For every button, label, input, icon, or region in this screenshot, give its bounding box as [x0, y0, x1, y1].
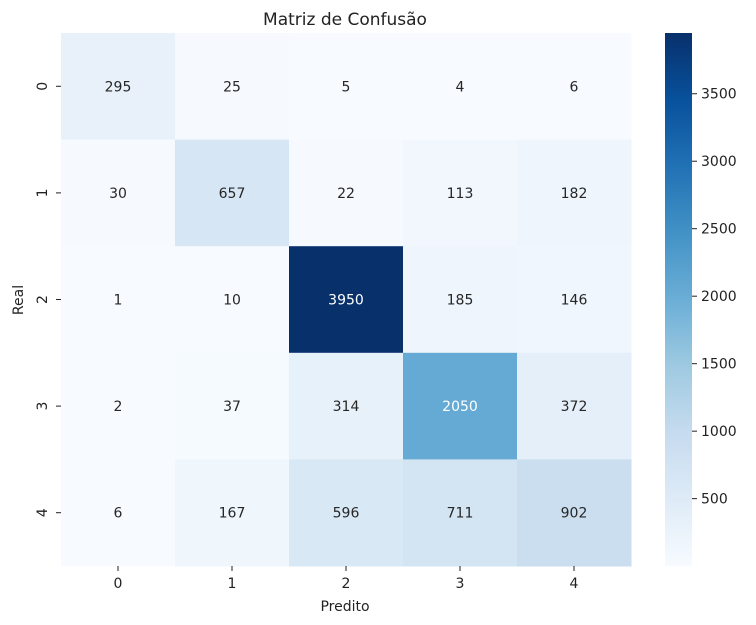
y-tick-label: 4 — [35, 508, 51, 517]
heatmap-cell — [517, 246, 632, 354]
colorbar — [665, 33, 692, 566]
colorbar-tick-label: 3000 — [701, 154, 737, 170]
heatmap-cell — [289, 246, 404, 354]
heatmap-cell — [517, 139, 632, 247]
heatmap-cell — [175, 246, 290, 354]
colorbar-tick-label: 3500 — [701, 87, 737, 103]
cell-value-label: 37 — [223, 399, 241, 415]
y-tick-label: 1 — [35, 188, 51, 197]
cell-value-label: 596 — [333, 506, 360, 522]
heatmap-cell — [61, 246, 176, 354]
y-axis-label: Real — [11, 285, 27, 315]
x-axis-label: Predito — [320, 599, 369, 615]
cell-value-label: 6 — [114, 506, 123, 522]
cell-value-label: 10 — [223, 293, 241, 309]
cell-value-label: 22 — [337, 186, 355, 202]
cell-value-label: 1 — [114, 293, 123, 309]
colorbar-tick-label: 1500 — [701, 357, 737, 373]
colorbar-tick-label: 1000 — [701, 424, 737, 440]
cell-value-label: 2050 — [442, 399, 478, 415]
cell-value-label: 5 — [342, 79, 351, 95]
heatmap-cell — [289, 459, 404, 567]
heatmap-cell — [175, 33, 290, 141]
cell-value-label: 314 — [333, 399, 360, 415]
colorbar-tick-label: 2500 — [701, 222, 737, 238]
cell-value-label: 295 — [105, 79, 132, 95]
heatmap-cell — [289, 33, 404, 141]
cell-value-label: 3950 — [328, 293, 364, 309]
heatmap-cell — [175, 459, 290, 567]
colorbar-tick-label: 500 — [701, 492, 728, 508]
y-axis-ticks: 0 1 2 3 4 — [35, 82, 61, 517]
cell-value-label: 30 — [109, 186, 127, 202]
heatmap-cell — [517, 352, 632, 460]
y-tick-label: 3 — [35, 402, 51, 411]
cell-value-label: 185 — [447, 293, 474, 309]
heatmap-cell — [289, 352, 404, 460]
cell-value-label: 182 — [561, 186, 588, 202]
cell-value-label: 146 — [561, 293, 588, 309]
x-tick-label: 2 — [342, 576, 351, 592]
y-tick-label: 0 — [35, 82, 51, 91]
colorbar-tick-label: 2000 — [701, 289, 737, 305]
cell-value-label: 113 — [447, 186, 474, 202]
heatmap-cell — [403, 33, 518, 141]
cell-value-label: 711 — [447, 506, 474, 522]
heatmap-cell — [61, 33, 176, 141]
heatmap-cell — [517, 33, 632, 141]
heatmap-cell — [403, 352, 518, 460]
cell-value-label: 2 — [114, 399, 123, 415]
heatmap-cell — [61, 352, 176, 460]
cell-value-label: 372 — [561, 399, 588, 415]
x-axis-ticks: 0 1 2 3 4 — [114, 566, 579, 592]
cell-value-label: 167 — [219, 506, 246, 522]
heatmap-cell — [175, 139, 290, 247]
heatmap-cell — [403, 459, 518, 567]
heatmap-cell — [403, 139, 518, 247]
cell-value-label: 902 — [561, 506, 588, 522]
cell-value-label: 6 — [570, 79, 579, 95]
colorbar-ticks: 500 1000 1500 2000 2500 3000 3500 — [692, 87, 737, 508]
x-tick-label: 1 — [228, 576, 237, 592]
x-tick-label: 3 — [456, 576, 465, 592]
heatmap-cell — [517, 459, 632, 567]
heatmap-cell — [175, 352, 290, 460]
heatmap-cell — [403, 246, 518, 354]
x-tick-label: 0 — [114, 576, 123, 592]
x-tick-label: 4 — [570, 576, 579, 592]
heatmap-cell — [289, 139, 404, 247]
heatmap-cell — [61, 139, 176, 247]
heatmap-cell — [61, 459, 176, 567]
chart-title: Matriz de Confusão — [263, 10, 427, 30]
y-tick-label: 2 — [35, 295, 51, 304]
heatmap-cells: 295 25 5 4 6 30 657 22 113 182 1 10 3950 185 146 2 37 314… — [61, 33, 632, 567]
cell-value-label: 4 — [456, 79, 465, 95]
cell-value-label: 657 — [219, 186, 246, 202]
cell-value-label: 25 — [223, 79, 241, 95]
